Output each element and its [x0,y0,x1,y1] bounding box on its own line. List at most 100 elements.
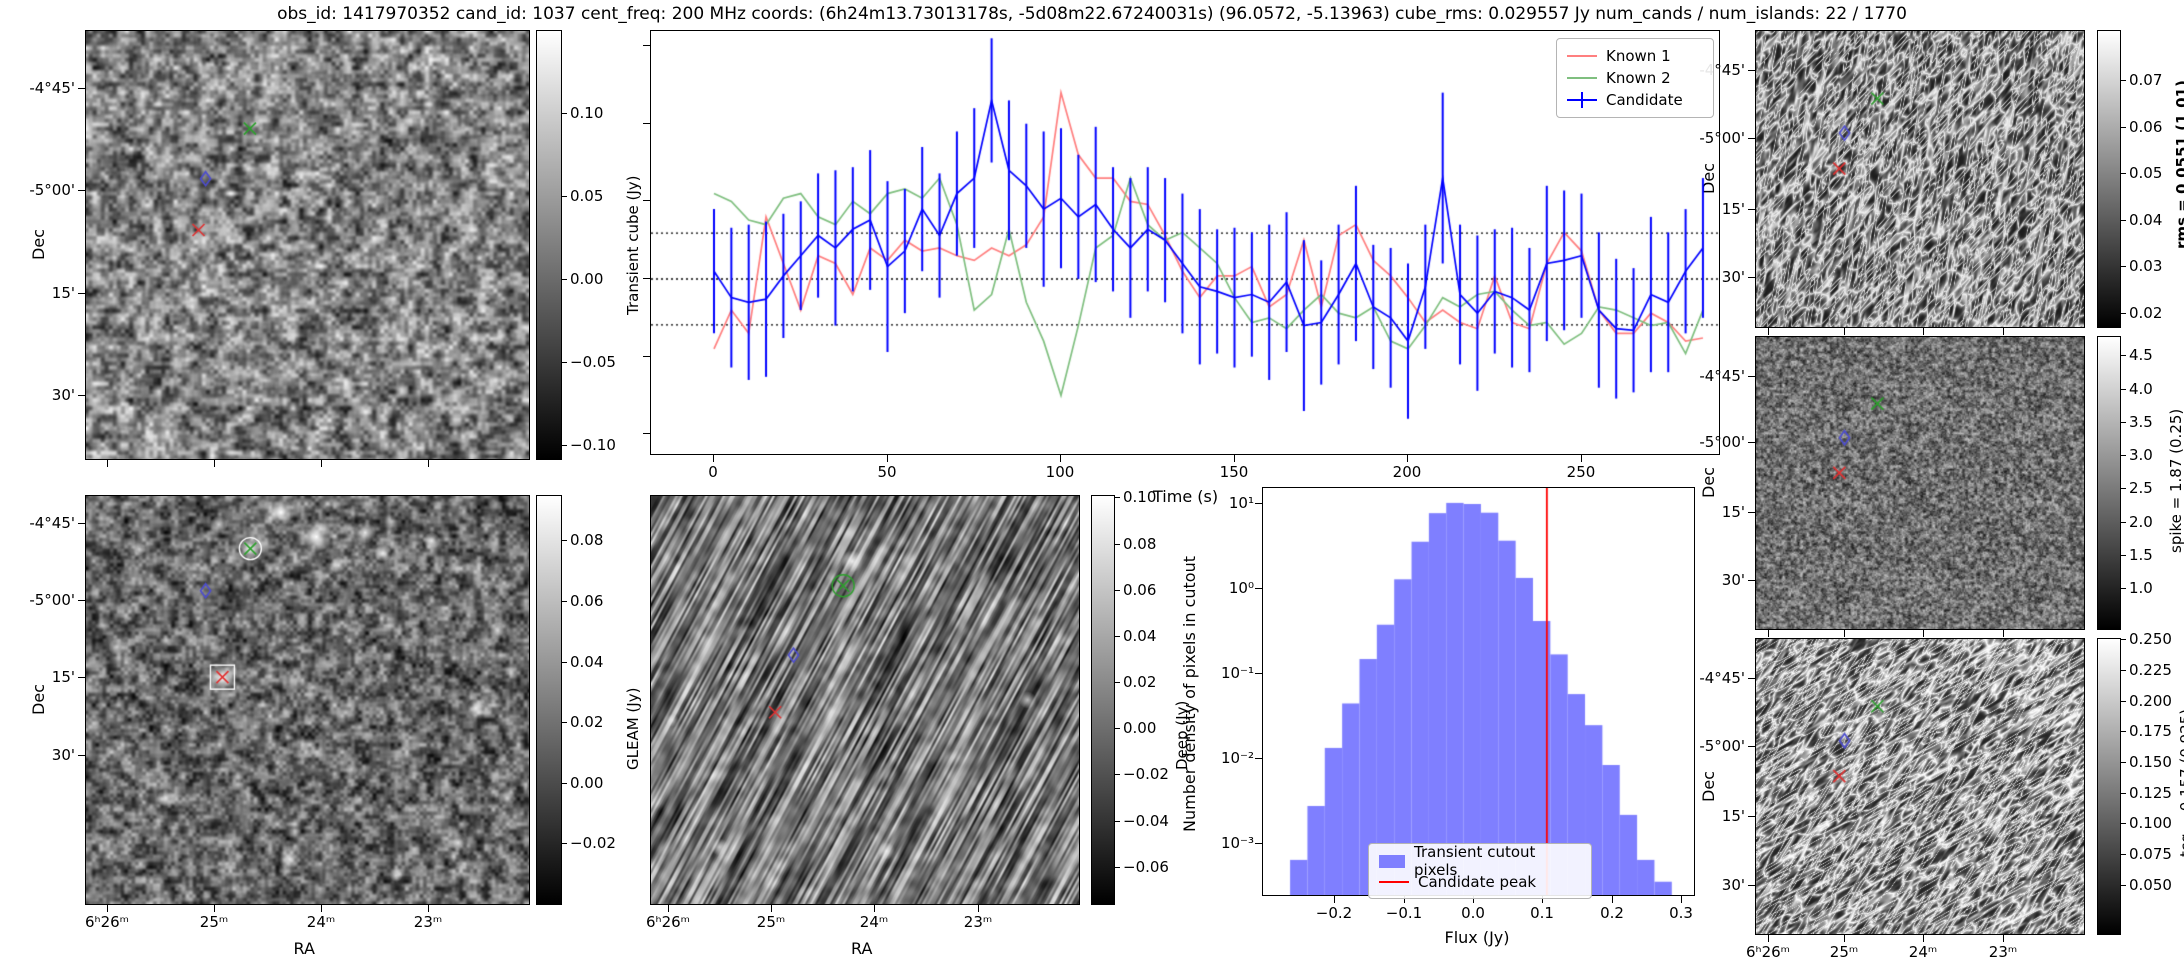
dec-tick-label: -5°00' [29,181,75,199]
axis-tick [428,460,429,467]
axis-tick [2121,522,2126,523]
axis-tick [2121,555,2126,556]
dec-axis-label: Dec [1699,770,1718,802]
axis-tick [1748,138,1755,139]
axis-tick [1115,544,1120,545]
axis-tick [643,123,650,124]
dec-tick-label: -5°00' [1699,737,1745,755]
axis-tick [214,905,215,912]
colorbar-tick-label: 2.0 [2129,513,2153,531]
colorbar-tick-label: 1.0 [2129,579,2153,597]
tcg-colorbar-label: tcg = 0.157 (0.925) [2177,708,2184,857]
dec-tick-label: 30' [1721,268,1745,286]
axis-tick [668,905,669,912]
dec-tick-label: 30' [51,386,75,404]
legend-entry: Known 1 [1567,45,1703,67]
legend-line-sample [1379,874,1409,890]
ra-tick-label: 23ᵐ [413,913,443,931]
hist-y-tick-label: 10¹ [1228,494,1254,512]
axis-tick [771,905,772,912]
axis-tick [1844,935,1845,942]
hist-x-tick-label: −0.2 [1315,904,1353,922]
colorbar-tick-label: 0.02 [2129,304,2163,322]
ra-tick-label: 23ᵐ [1988,943,2018,960]
axis-tick [1923,328,1924,335]
axis-tick [1115,821,1120,822]
axis-tick [643,278,650,279]
axis-tick [1768,630,1769,637]
axis-tick [1115,728,1120,729]
colorbar-tick-label: 0.08 [1123,535,1157,553]
axis-tick [562,362,567,363]
colorbar-tick-label: −0.04 [1123,812,1169,830]
rms-cutout-image [1756,31,2084,327]
dec-tick-label: 15' [51,668,75,686]
axis-tick [1748,376,1755,377]
axis-tick [2121,588,2126,589]
colorbar-tick-label: 1.5 [2129,546,2153,564]
axis-tick [1404,896,1405,903]
axis-tick [2121,670,2126,671]
axis-tick [1748,816,1755,817]
colorbar-tick-label: 0.04 [1123,627,1157,645]
legend-entry: Known 2 [1567,67,1703,89]
axis-tick [2121,854,2126,855]
axis-tick [562,196,567,197]
ra-tick-label: 6ʰ26ᵐ [645,913,691,931]
dec-tick-label: -4°45' [29,79,75,97]
axis-tick [1748,277,1755,278]
colorbar-tick-label: 0.10 [1123,488,1157,506]
axis-tick [1255,588,1262,589]
axis-tick [78,523,85,524]
axis-tick [1768,328,1769,335]
axis-tick [2121,127,2126,128]
axis-tick [2121,488,2126,489]
axis-tick [1255,673,1262,674]
axis-tick [887,455,888,462]
deep-cutout-image [651,496,1079,904]
axis-tick [2121,823,2126,824]
lc-x-tick-label: 100 [1045,463,1075,481]
spike-colorbar-label: spike = 1.87 (0.25) [2167,408,2184,553]
colorbar-tick-label: 0.05 [570,187,604,205]
axis-tick [1542,896,1543,903]
colorbar-tick-label: 0.100 [2129,814,2172,832]
hist-y-tick-label: 10⁻³ [1220,834,1254,852]
colorbar-tick-label: 0.06 [2129,118,2163,136]
colorbar-tick-label: 0.04 [570,653,604,671]
axis-tick [78,395,85,396]
axis-tick [1923,935,1924,942]
axis-tick [2121,639,2126,640]
legend-line-sample [1567,48,1597,64]
hist-x-tick-label: 0.2 [1600,904,1624,922]
colorbar-tick-label: 0.225 [2129,661,2172,679]
axis-tick [1844,328,1845,335]
axis-tick [78,88,85,89]
figure-title: obs_id: 1417970352 cand_id: 1037 cent_fr… [277,4,1907,24]
rms-colorbar-label: rms = 0.0551 (1.01) [2173,80,2184,249]
dec-axis-label: Dec [1699,467,1718,498]
colorbar-tick-label: −0.05 [570,353,616,371]
axis-tick [428,905,429,912]
spike-cutout-image [1756,337,2084,629]
colorbar-tick-label: 4.0 [2129,380,2153,398]
axis-tick [562,662,567,663]
axis-tick [1060,455,1061,462]
axis-tick [562,445,567,446]
lc-x-tick-label: 250 [1566,463,1596,481]
axis-tick [78,293,85,294]
colorbar-tick-label: 0.200 [2129,692,2172,710]
legend-entry: Transient cutout pixels [1379,843,1581,879]
axis-tick [1234,455,1235,462]
ra-tick-label: 24ᵐ [1908,943,1938,960]
axis-tick [562,279,567,280]
axis-tick [1473,896,1474,903]
colorbar-tick-label: −0.10 [570,436,616,454]
axis-tick [2003,328,2004,335]
axis-tick [2121,220,2126,221]
axis-tick [1748,442,1755,443]
ra-axis-label: RA [851,939,873,958]
axis-tick [562,540,567,541]
legend-line-sample [1567,92,1597,108]
colorbar-tick-label: 3.0 [2129,446,2153,464]
